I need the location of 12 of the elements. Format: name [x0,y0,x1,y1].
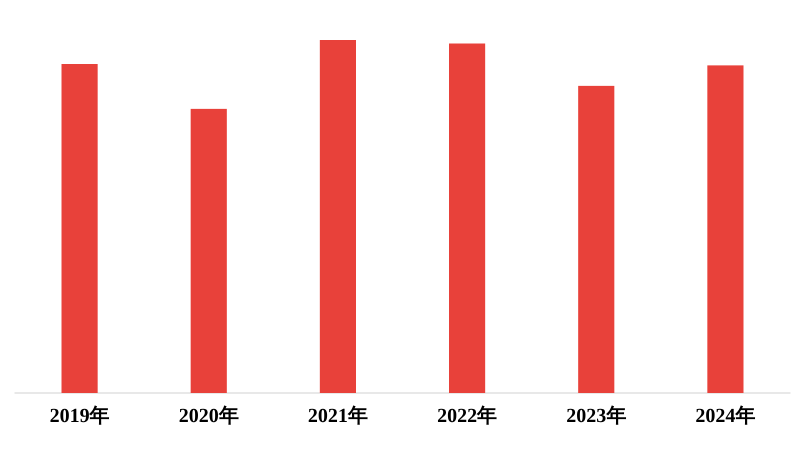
x-tick-label: 2019年 [50,405,110,428]
x-tick-label: 2021年 [308,405,368,428]
bar [578,86,614,393]
x-tick-label: 2023年 [566,405,626,428]
x-tick-label: 2024年 [695,405,756,428]
bar [707,65,744,393]
bar [190,108,227,393]
x-tick-label: 2020年 [178,405,239,428]
bar [449,44,486,393]
x-tick-label: 2022年 [437,405,498,428]
bar [320,40,356,393]
bar [62,64,98,393]
